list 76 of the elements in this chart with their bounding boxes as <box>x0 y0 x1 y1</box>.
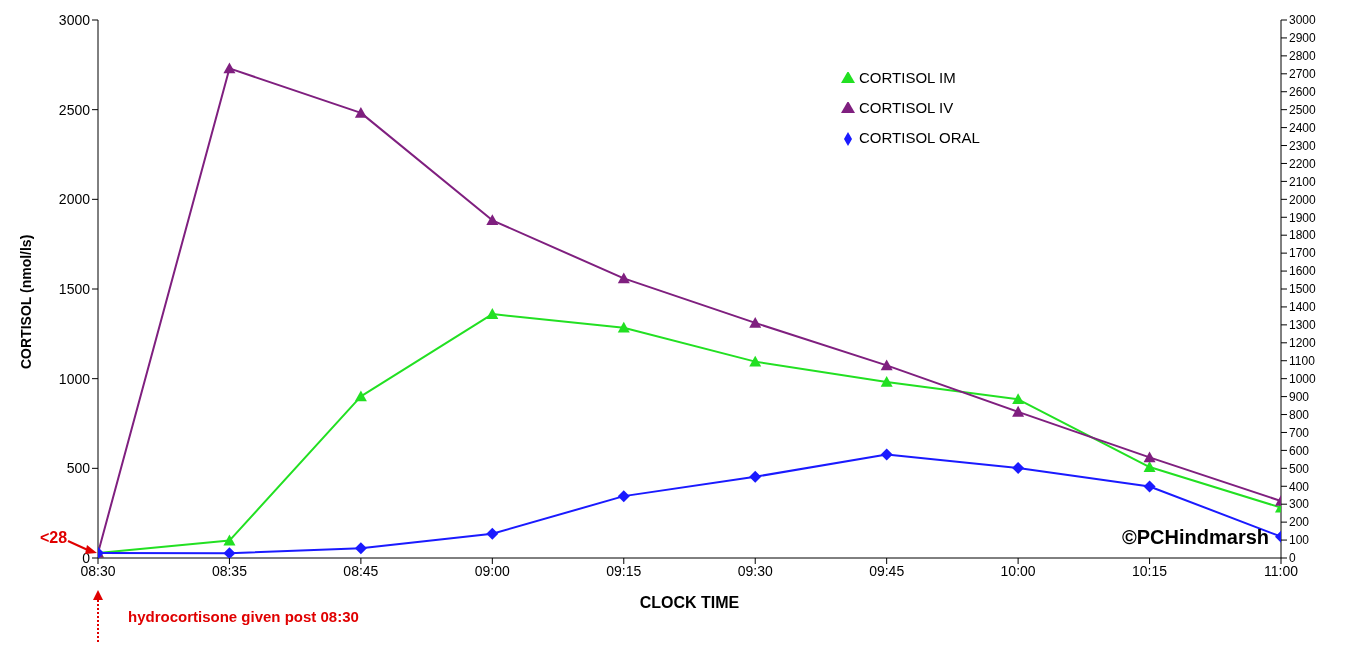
y2-tick-label: 2500 <box>1289 102 1317 117</box>
annotation: <28 <box>40 528 68 546</box>
x-tick-label: 10:00 <box>1000 562 1036 579</box>
y2-tick-label: 1900 <box>1289 210 1317 225</box>
y-tick-label: 500 <box>66 460 91 477</box>
x-tick-label: 08:35 <box>211 562 248 579</box>
y2-tick-label: 1100 <box>1289 353 1316 368</box>
y2-tick-label: 1200 <box>1289 336 1317 351</box>
point <box>486 214 499 226</box>
y2-tick-label: 2000 <box>1289 192 1317 207</box>
y2-tick-label: 1800 <box>1289 228 1317 243</box>
point <box>749 316 762 328</box>
y-tick-label: 3000 <box>58 11 91 28</box>
y2-tick-label: 1600 <box>1289 264 1317 279</box>
point <box>617 490 630 503</box>
y2-tick-label: 1300 <box>1289 318 1317 333</box>
y-axis-title: CORTISOL (nmol/ls) <box>17 234 34 369</box>
point <box>354 390 367 402</box>
x-tick-label: 09:15 <box>606 562 642 579</box>
y2-tick-label: 1400 <box>1289 300 1317 315</box>
point <box>486 308 499 319</box>
y2-tick-label: 2100 <box>1289 174 1317 189</box>
point <box>880 359 893 371</box>
y2-tick-label: 600 <box>1289 443 1310 458</box>
point <box>223 534 236 546</box>
y2-tick-label: 2300 <box>1289 138 1317 153</box>
x-tick-label: 09:30 <box>737 562 773 579</box>
point <box>749 355 762 367</box>
point <box>223 62 236 74</box>
point <box>1012 461 1025 474</box>
y2-tick-label: 700 <box>1289 425 1310 440</box>
y2-tick-label: 200 <box>1289 515 1310 530</box>
point <box>880 375 893 387</box>
legend-label: CORTISOL IV <box>859 99 954 116</box>
legend-label: CORTISOL ORAL <box>859 129 980 146</box>
y2-tick-label: 300 <box>1289 497 1310 512</box>
y2-tick-label: 500 <box>1289 461 1310 476</box>
point <box>617 272 630 284</box>
x-tick-label: 08:45 <box>343 562 379 579</box>
point <box>1143 451 1156 463</box>
y2-tick-label: 1500 <box>1289 282 1317 297</box>
point <box>1012 393 1025 405</box>
y-tick-label: 2500 <box>58 101 91 118</box>
x-tick-label: 10:15 <box>1132 562 1168 579</box>
point <box>486 527 499 540</box>
point <box>880 448 893 461</box>
y2-tick-label: 2700 <box>1289 67 1317 82</box>
annotation: ©PCHindmarsh <box>1122 526 1269 548</box>
y2-tick-label: 3000 <box>1289 13 1317 28</box>
y2-tick-label: 2600 <box>1289 84 1317 99</box>
x-tick-label: 09:45 <box>869 562 905 579</box>
x-tick-label: 09:00 <box>474 562 511 579</box>
y2-tick-label: 900 <box>1289 389 1310 404</box>
y-tick-label: 1500 <box>58 280 91 297</box>
point <box>1143 480 1156 493</box>
y2-tick-label: 2200 <box>1289 156 1317 171</box>
text: hydrocortisone given post 08:30 <box>128 608 359 625</box>
point <box>223 547 236 558</box>
y2-tick-label: 2800 <box>1289 49 1317 64</box>
point <box>617 321 630 333</box>
y2-tick-label: 1700 <box>1289 246 1317 261</box>
point <box>749 470 762 483</box>
y2-tick-label: 2400 <box>1289 120 1317 135</box>
point <box>354 542 367 555</box>
legend-label: CORTISOL IM <box>859 69 956 86</box>
y2-tick-label: 1000 <box>1289 371 1317 386</box>
y2-tick-label: 400 <box>1289 479 1310 494</box>
y2-tick-label: 100 <box>1289 533 1310 548</box>
y2-tick-label: 2900 <box>1289 31 1317 46</box>
point <box>1143 461 1156 472</box>
y-tick-label: 1000 <box>58 370 91 387</box>
point <box>354 106 367 118</box>
y-tick-label: 2000 <box>58 191 91 208</box>
point <box>1012 405 1025 417</box>
y2-tick-label: 800 <box>1289 407 1310 422</box>
x-axis-title: CLOCK TIME <box>639 594 740 611</box>
